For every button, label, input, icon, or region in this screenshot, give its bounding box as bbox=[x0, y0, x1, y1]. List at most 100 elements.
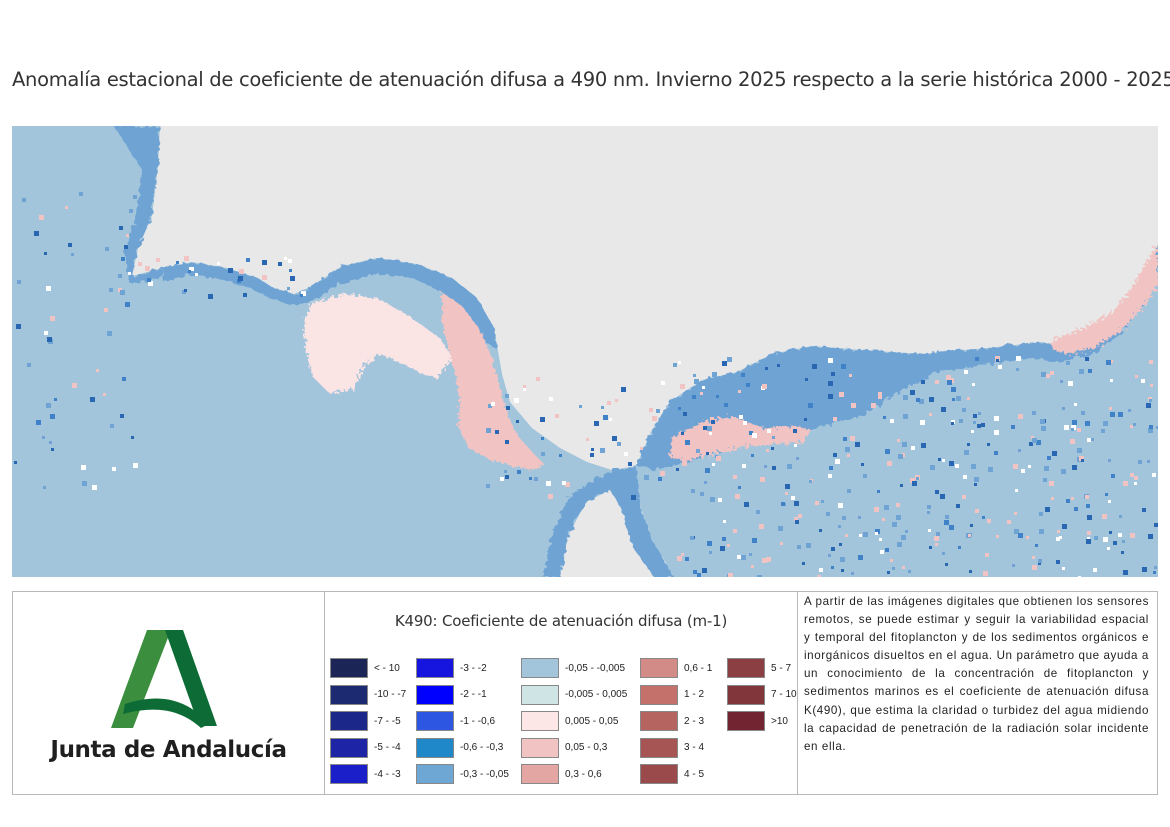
map-speck bbox=[1032, 565, 1037, 570]
map-speck bbox=[727, 544, 730, 547]
map-speck bbox=[617, 442, 621, 446]
map-speck bbox=[506, 406, 510, 410]
map-speck bbox=[660, 446, 665, 451]
map-speck bbox=[995, 356, 1000, 361]
map-speck bbox=[743, 421, 747, 425]
map-speck bbox=[712, 463, 715, 466]
map-speck bbox=[942, 459, 945, 462]
legend-label: -2 - -1 bbox=[460, 689, 487, 700]
legend-label: -0,005 - 0,005 bbox=[565, 689, 628, 700]
map-speck bbox=[728, 415, 731, 418]
map-speck bbox=[828, 381, 833, 386]
map-speck bbox=[901, 535, 906, 540]
map-speck bbox=[996, 359, 999, 362]
map-speck bbox=[897, 439, 900, 442]
map-speck bbox=[1077, 428, 1081, 432]
map-speck bbox=[504, 470, 507, 473]
map-speck bbox=[879, 538, 882, 541]
map-speck bbox=[82, 481, 87, 486]
map-speck bbox=[676, 468, 679, 471]
map-speck bbox=[621, 387, 626, 392]
legend-label: 5 - 7 bbox=[771, 662, 792, 674]
map-speck bbox=[491, 402, 495, 406]
map-speck bbox=[1088, 369, 1092, 373]
map-speck bbox=[988, 467, 993, 472]
map-speck bbox=[759, 524, 764, 529]
map-speck bbox=[951, 387, 956, 392]
map-speck bbox=[301, 291, 306, 296]
map-speck bbox=[1154, 523, 1158, 527]
map-speck bbox=[640, 447, 643, 450]
map-speck bbox=[828, 358, 833, 363]
map-speck bbox=[1056, 560, 1060, 564]
map-speck bbox=[36, 420, 41, 425]
junta-andalucia-logo-icon bbox=[111, 630, 217, 728]
map-speck bbox=[112, 467, 116, 471]
map-speck bbox=[288, 259, 292, 263]
map-speck bbox=[603, 415, 608, 420]
map-speck bbox=[845, 447, 850, 452]
map-speck bbox=[819, 529, 822, 532]
map-speck bbox=[1153, 571, 1156, 574]
map-speck bbox=[675, 427, 678, 430]
map-speck bbox=[594, 421, 599, 426]
map-speck bbox=[710, 417, 714, 421]
map-speck bbox=[829, 466, 833, 470]
map-speck bbox=[892, 567, 895, 570]
map-speck bbox=[757, 575, 762, 577]
map-speck bbox=[971, 430, 974, 433]
map-speck bbox=[1149, 425, 1153, 429]
map-speck bbox=[184, 289, 187, 292]
map-speck bbox=[718, 498, 722, 502]
map-speck bbox=[1057, 530, 1060, 533]
legend-label: -1 - -0,6 bbox=[460, 715, 496, 727]
map-speck bbox=[1015, 489, 1018, 492]
map-speck bbox=[1068, 381, 1073, 386]
map-speck bbox=[71, 253, 74, 256]
map-speck bbox=[1012, 564, 1015, 567]
map-speck bbox=[1109, 407, 1112, 410]
map-speck bbox=[835, 459, 840, 464]
coastal-anomaly-mediterranean bbox=[636, 244, 1158, 470]
map-speck bbox=[928, 529, 931, 532]
map-speck bbox=[709, 551, 712, 554]
map-speck bbox=[92, 485, 97, 490]
map-speck bbox=[772, 466, 776, 470]
map-speck bbox=[707, 426, 712, 431]
map-speck bbox=[120, 414, 124, 418]
map-speck bbox=[612, 436, 617, 441]
map-speck bbox=[46, 403, 51, 408]
map-speck bbox=[1106, 360, 1111, 365]
map-speck bbox=[483, 417, 486, 420]
map-speck bbox=[607, 401, 611, 405]
map-speck bbox=[741, 373, 745, 377]
map-speck bbox=[831, 566, 834, 569]
pixel-speckles bbox=[14, 192, 1158, 577]
map-speck bbox=[1148, 534, 1153, 539]
map-speck bbox=[831, 547, 835, 551]
map-speck bbox=[975, 509, 979, 513]
map-speck bbox=[916, 477, 919, 480]
map-speck bbox=[81, 465, 86, 470]
map-speck bbox=[1046, 374, 1050, 378]
map-speck bbox=[738, 390, 741, 393]
map-speck bbox=[693, 374, 696, 377]
map-speck bbox=[1040, 419, 1045, 424]
legend-item: 7 - 10 bbox=[727, 684, 797, 705]
legend-label: 0,05 - 0,3 bbox=[565, 742, 608, 753]
map-speck bbox=[842, 516, 846, 520]
map-speck bbox=[878, 392, 882, 396]
map-speck bbox=[1091, 438, 1094, 441]
map-speck bbox=[690, 536, 694, 540]
map-speck bbox=[559, 454, 562, 457]
map-speck bbox=[1123, 570, 1128, 575]
map-speck bbox=[855, 442, 860, 447]
map-speck bbox=[1130, 425, 1133, 428]
legend-swatch bbox=[416, 764, 454, 784]
map-speck bbox=[804, 418, 807, 421]
map-speck bbox=[728, 573, 733, 577]
anomaly-map[interactable] bbox=[12, 126, 1158, 577]
map-speck bbox=[985, 553, 989, 557]
map-speck bbox=[700, 492, 704, 496]
map-speck bbox=[935, 490, 939, 494]
